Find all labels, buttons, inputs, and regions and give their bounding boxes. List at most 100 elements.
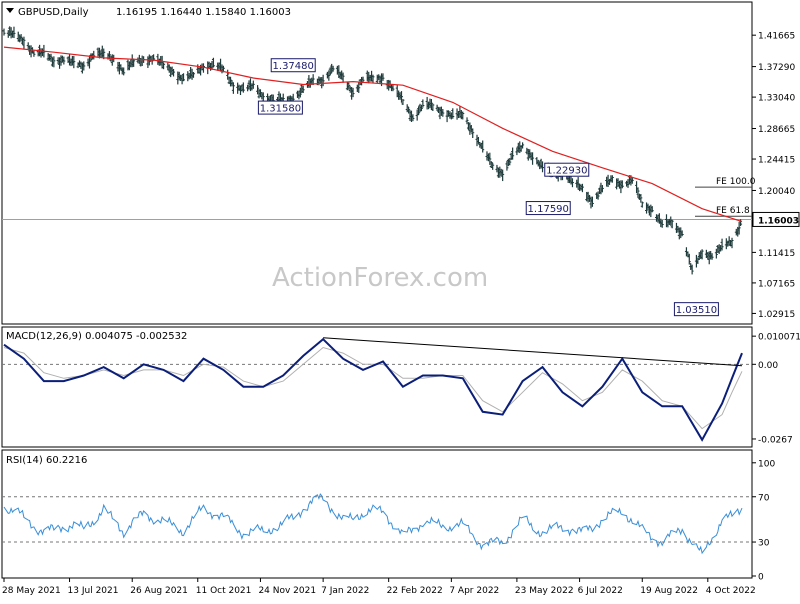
price-bar xyxy=(417,106,421,116)
price-bar xyxy=(162,62,166,70)
price-bar xyxy=(351,87,355,98)
price-bar xyxy=(680,230,684,237)
x-axis-tick-label: 22 Feb 2022 xyxy=(387,586,443,596)
price-bar xyxy=(182,73,186,82)
price-bar xyxy=(49,53,53,62)
watermark: ActionForex.com xyxy=(272,263,488,293)
price-bar xyxy=(620,180,624,189)
rsi-axis-tick-label: 30 xyxy=(758,539,770,549)
price-bar xyxy=(700,249,704,260)
price-bar xyxy=(391,85,395,92)
price-bar xyxy=(687,253,691,265)
price-bar xyxy=(521,142,525,149)
moving-average-line xyxy=(3,46,743,223)
price-bar xyxy=(22,36,26,49)
x-axis-tick-label: 28 May 2021 xyxy=(2,586,61,596)
price-bar xyxy=(12,26,16,39)
price-bar xyxy=(16,31,20,42)
price-bar xyxy=(580,183,584,193)
price-bar xyxy=(399,91,403,103)
price-bar xyxy=(636,187,640,198)
price-bar xyxy=(690,264,694,275)
price-bar xyxy=(710,253,714,260)
rsi-axis-tick-label: 0 xyxy=(758,573,764,583)
price-bar xyxy=(600,185,604,193)
price-axis-tick-label: 1.02915 xyxy=(758,310,795,320)
price-annotation-label: 1.03510 xyxy=(676,305,717,316)
price-bar xyxy=(311,74,315,86)
rsi-title: RSI(14) 60.2216 xyxy=(6,455,87,466)
x-axis-tick-label: 26 Aug 2021 xyxy=(130,586,188,596)
rsi-panel-frame xyxy=(1,449,753,579)
price-bar xyxy=(441,108,445,117)
price-bar xyxy=(488,152,492,165)
price-bar xyxy=(501,169,505,182)
price-bar xyxy=(660,219,664,228)
price-axis-tick-label: 1.28665 xyxy=(758,125,795,135)
fe-level-label: FE 100.0 xyxy=(716,177,756,187)
price-bar xyxy=(160,55,164,69)
ohlc-readout: 1.16195 1.16440 1.15840 1.16003 xyxy=(116,7,291,18)
price-bar xyxy=(714,248,718,259)
macd-layer xyxy=(2,337,752,442)
rsi-layer xyxy=(2,493,752,555)
price-bar xyxy=(431,103,435,112)
price-bar xyxy=(419,104,423,112)
price-bar xyxy=(640,201,644,208)
axis-layer: 1.41665 1.37290 1.33040 1.28665 1.24415 1.200… xyxy=(2,32,800,596)
price-bar xyxy=(82,61,86,71)
x-axis-tick-label: 11 Oct 2021 xyxy=(196,586,252,596)
price-bar xyxy=(570,178,574,188)
price-axis-tick-label: 1.20040 xyxy=(758,187,795,197)
macd-title: MACD(12,26,9) 0.004075 -0.002532 xyxy=(6,331,187,342)
price-bar xyxy=(301,85,305,93)
price-bar xyxy=(256,85,260,95)
price-annotation-box xyxy=(525,201,571,216)
price-annotation-box xyxy=(270,58,316,73)
price-bar xyxy=(411,114,415,122)
price-bar xyxy=(610,175,614,183)
macd-axis-tick-label: 0.00 xyxy=(758,361,778,371)
x-axis-tick-label: 4 Oct 2022 xyxy=(706,586,756,596)
price-annotation: 1.17590 xyxy=(525,201,571,216)
price-bar xyxy=(201,63,205,73)
x-axis-tick-label: 13 Jul 2021 xyxy=(68,586,119,596)
price-bar xyxy=(491,162,495,170)
price-bar xyxy=(596,191,600,200)
price-bar xyxy=(371,74,375,84)
price-bar xyxy=(327,70,331,81)
macd-axis-tick-label: -0.0267 xyxy=(758,435,793,445)
price-bar xyxy=(401,99,405,106)
price-bar xyxy=(461,111,465,120)
price-bar xyxy=(626,179,630,188)
price-axis-tick-label: 1.24415 xyxy=(758,156,795,166)
price-panel-frame xyxy=(1,1,753,325)
price-bar xyxy=(152,54,156,61)
price-bar xyxy=(531,152,535,165)
price-bar xyxy=(630,176,634,184)
price-bar xyxy=(471,128,475,139)
dropdown-triangle-icon[interactable] xyxy=(6,8,14,13)
price-bar xyxy=(62,56,66,65)
price-bar xyxy=(508,157,512,166)
price-bar xyxy=(481,140,485,153)
price-axis-tick-label: 1.11415 xyxy=(758,249,795,259)
price-bar xyxy=(226,69,230,80)
price-annotation: 1.03510 xyxy=(673,302,719,317)
macd-axis-tick-label: 0.010071 xyxy=(758,333,800,343)
x-axis-tick-label: 23 May 2022 xyxy=(515,586,574,596)
price-bar xyxy=(737,221,741,235)
price-annotation: 1.37480 xyxy=(270,58,316,73)
price-bar xyxy=(172,68,176,77)
price-annotation-box xyxy=(544,162,590,177)
price-annotation-label: 1.22930 xyxy=(546,166,587,177)
price-bar xyxy=(650,206,654,213)
price-bar xyxy=(730,237,734,249)
x-axis-tick-label: 7 Jan 2022 xyxy=(321,586,369,596)
x-axis-tick-label: 19 Aug 2022 xyxy=(640,586,698,596)
price-annotation-box xyxy=(673,302,719,317)
price-axis-tick-label: 1.41665 xyxy=(758,32,795,42)
price-axis-tick-label: 1.33040 xyxy=(758,94,795,104)
price-bar xyxy=(347,82,351,90)
